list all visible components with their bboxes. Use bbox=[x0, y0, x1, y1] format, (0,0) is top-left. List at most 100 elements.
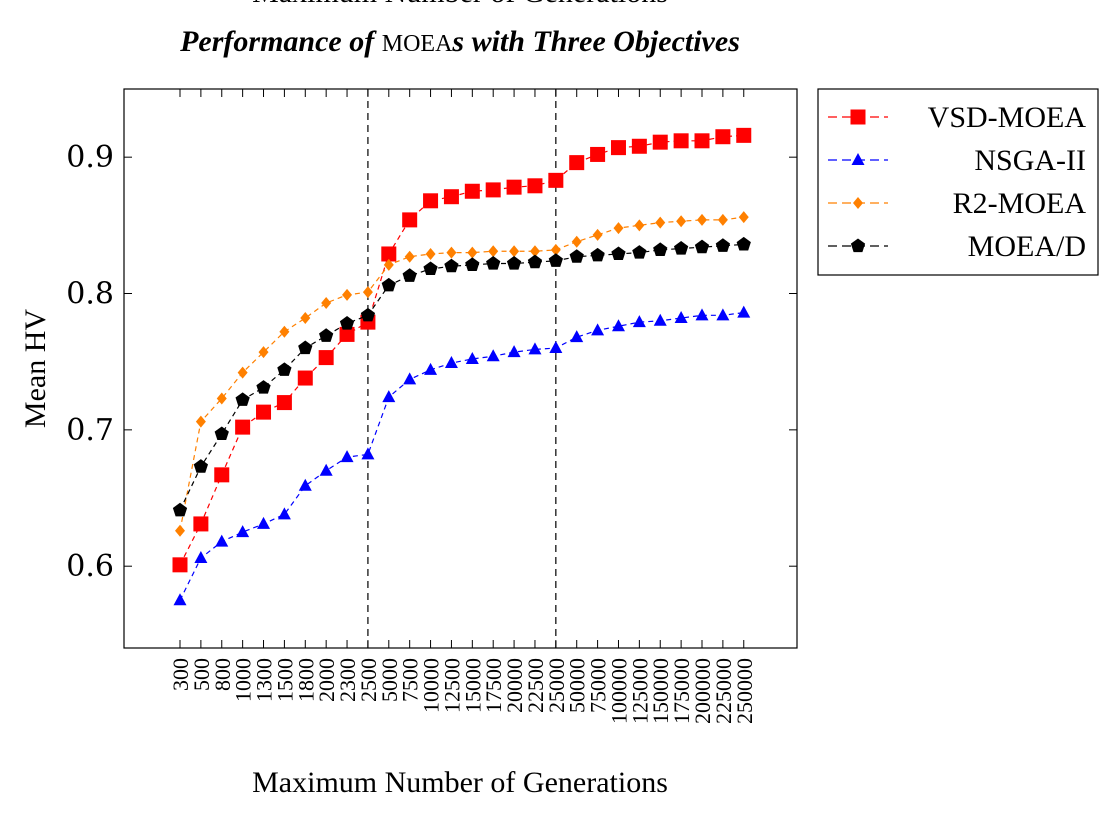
x-tick-label: 225000 bbox=[711, 658, 736, 724]
data-point bbox=[569, 249, 584, 263]
x-tick-label: 250000 bbox=[732, 658, 757, 724]
data-point bbox=[423, 193, 439, 209]
legend-marker bbox=[850, 109, 866, 125]
data-point bbox=[236, 525, 250, 538]
data-point bbox=[716, 308, 730, 321]
data-point bbox=[715, 238, 731, 252]
data-point bbox=[173, 593, 187, 606]
data-point bbox=[279, 325, 290, 338]
data-point bbox=[611, 246, 626, 261]
data-point bbox=[172, 557, 188, 573]
data-point bbox=[319, 328, 334, 342]
data-point bbox=[528, 342, 542, 355]
data-point bbox=[673, 133, 689, 149]
legend-marker bbox=[853, 197, 863, 209]
data-point bbox=[193, 516, 209, 532]
data-point bbox=[340, 450, 354, 463]
y-tick-label: 0.7 bbox=[66, 413, 114, 448]
data-point bbox=[216, 392, 227, 405]
data-point bbox=[381, 277, 396, 292]
data-point bbox=[298, 340, 313, 355]
data-point bbox=[674, 311, 688, 324]
chart-title-part: s with Three Objectives bbox=[451, 25, 739, 58]
data-point bbox=[527, 254, 543, 269]
y-tick-label: 0.9 bbox=[66, 140, 114, 175]
data-point bbox=[321, 297, 332, 310]
data-point bbox=[715, 129, 731, 145]
x-tick-label: 200000 bbox=[690, 658, 715, 724]
legend-marker bbox=[851, 153, 865, 165]
data-point bbox=[319, 463, 333, 476]
x-tick-label: 2500 bbox=[356, 658, 381, 702]
x-tick-label: 20000 bbox=[502, 658, 527, 713]
data-point bbox=[402, 212, 418, 228]
x-tick-label: 150000 bbox=[648, 658, 673, 724]
data-point bbox=[362, 286, 373, 299]
data-point bbox=[632, 315, 646, 328]
data-point bbox=[673, 241, 689, 255]
x-tick-label: 2000 bbox=[314, 658, 339, 702]
series-nsga-ii bbox=[173, 305, 751, 606]
series-vsd-moea bbox=[172, 127, 752, 573]
data-point bbox=[443, 189, 459, 205]
data-point bbox=[318, 350, 334, 366]
data-point bbox=[549, 341, 563, 354]
data-point bbox=[404, 250, 415, 263]
data-point bbox=[611, 319, 625, 332]
data-point bbox=[569, 155, 585, 171]
data-point bbox=[467, 246, 478, 259]
data-point bbox=[527, 178, 543, 194]
data-point bbox=[276, 395, 292, 411]
data-point bbox=[486, 256, 501, 270]
data-point bbox=[570, 330, 584, 343]
data-point bbox=[652, 134, 668, 150]
x-tick-label: 1500 bbox=[272, 658, 297, 702]
data-point bbox=[403, 372, 417, 385]
data-point bbox=[423, 261, 438, 276]
data-point bbox=[235, 419, 251, 435]
data-point bbox=[506, 179, 522, 195]
data-point bbox=[300, 312, 311, 325]
x-tick-label: 1800 bbox=[293, 658, 318, 702]
data-point bbox=[509, 245, 520, 258]
data-point bbox=[277, 362, 292, 376]
data-point bbox=[342, 288, 353, 301]
data-point bbox=[548, 253, 563, 267]
data-point bbox=[297, 370, 313, 386]
x-tick-label: 175000 bbox=[669, 658, 694, 724]
data-point bbox=[592, 228, 603, 241]
data-point bbox=[256, 380, 271, 394]
y-axis-label: Mean HV bbox=[19, 309, 52, 428]
data-point bbox=[653, 313, 667, 326]
data-point bbox=[485, 182, 501, 198]
data-point bbox=[507, 345, 521, 358]
data-point bbox=[488, 245, 499, 258]
x-tick-label: 22500 bbox=[523, 658, 548, 713]
legend-label: MOEA/D bbox=[968, 230, 1086, 263]
top-cut-label: Maximum Number of Generations bbox=[252, 0, 668, 9]
data-point bbox=[465, 351, 479, 364]
x-tick-label: 2300 bbox=[335, 658, 360, 702]
x-tick-label: 125000 bbox=[627, 658, 652, 724]
data-point bbox=[529, 245, 540, 258]
data-point bbox=[172, 502, 188, 517]
data-point bbox=[444, 356, 458, 369]
y-tick-label: 0.8 bbox=[66, 277, 114, 312]
data-point bbox=[697, 213, 707, 226]
data-point bbox=[256, 404, 272, 420]
series-r2-moea bbox=[175, 211, 749, 537]
chart-title-part: Performance of bbox=[179, 25, 382, 58]
data-point bbox=[277, 507, 291, 520]
data-point bbox=[194, 551, 208, 564]
x-tick-label: 800 bbox=[210, 658, 235, 691]
x-tick-label: 1000 bbox=[231, 658, 256, 702]
data-point bbox=[736, 236, 751, 251]
data-point bbox=[402, 268, 417, 282]
data-point bbox=[425, 247, 436, 260]
data-point bbox=[634, 219, 645, 232]
data-point bbox=[446, 246, 457, 259]
data-point bbox=[694, 239, 710, 254]
series-line bbox=[179, 243, 744, 511]
data-point bbox=[424, 362, 438, 375]
legend-label: R2-MOEA bbox=[953, 187, 1087, 220]
